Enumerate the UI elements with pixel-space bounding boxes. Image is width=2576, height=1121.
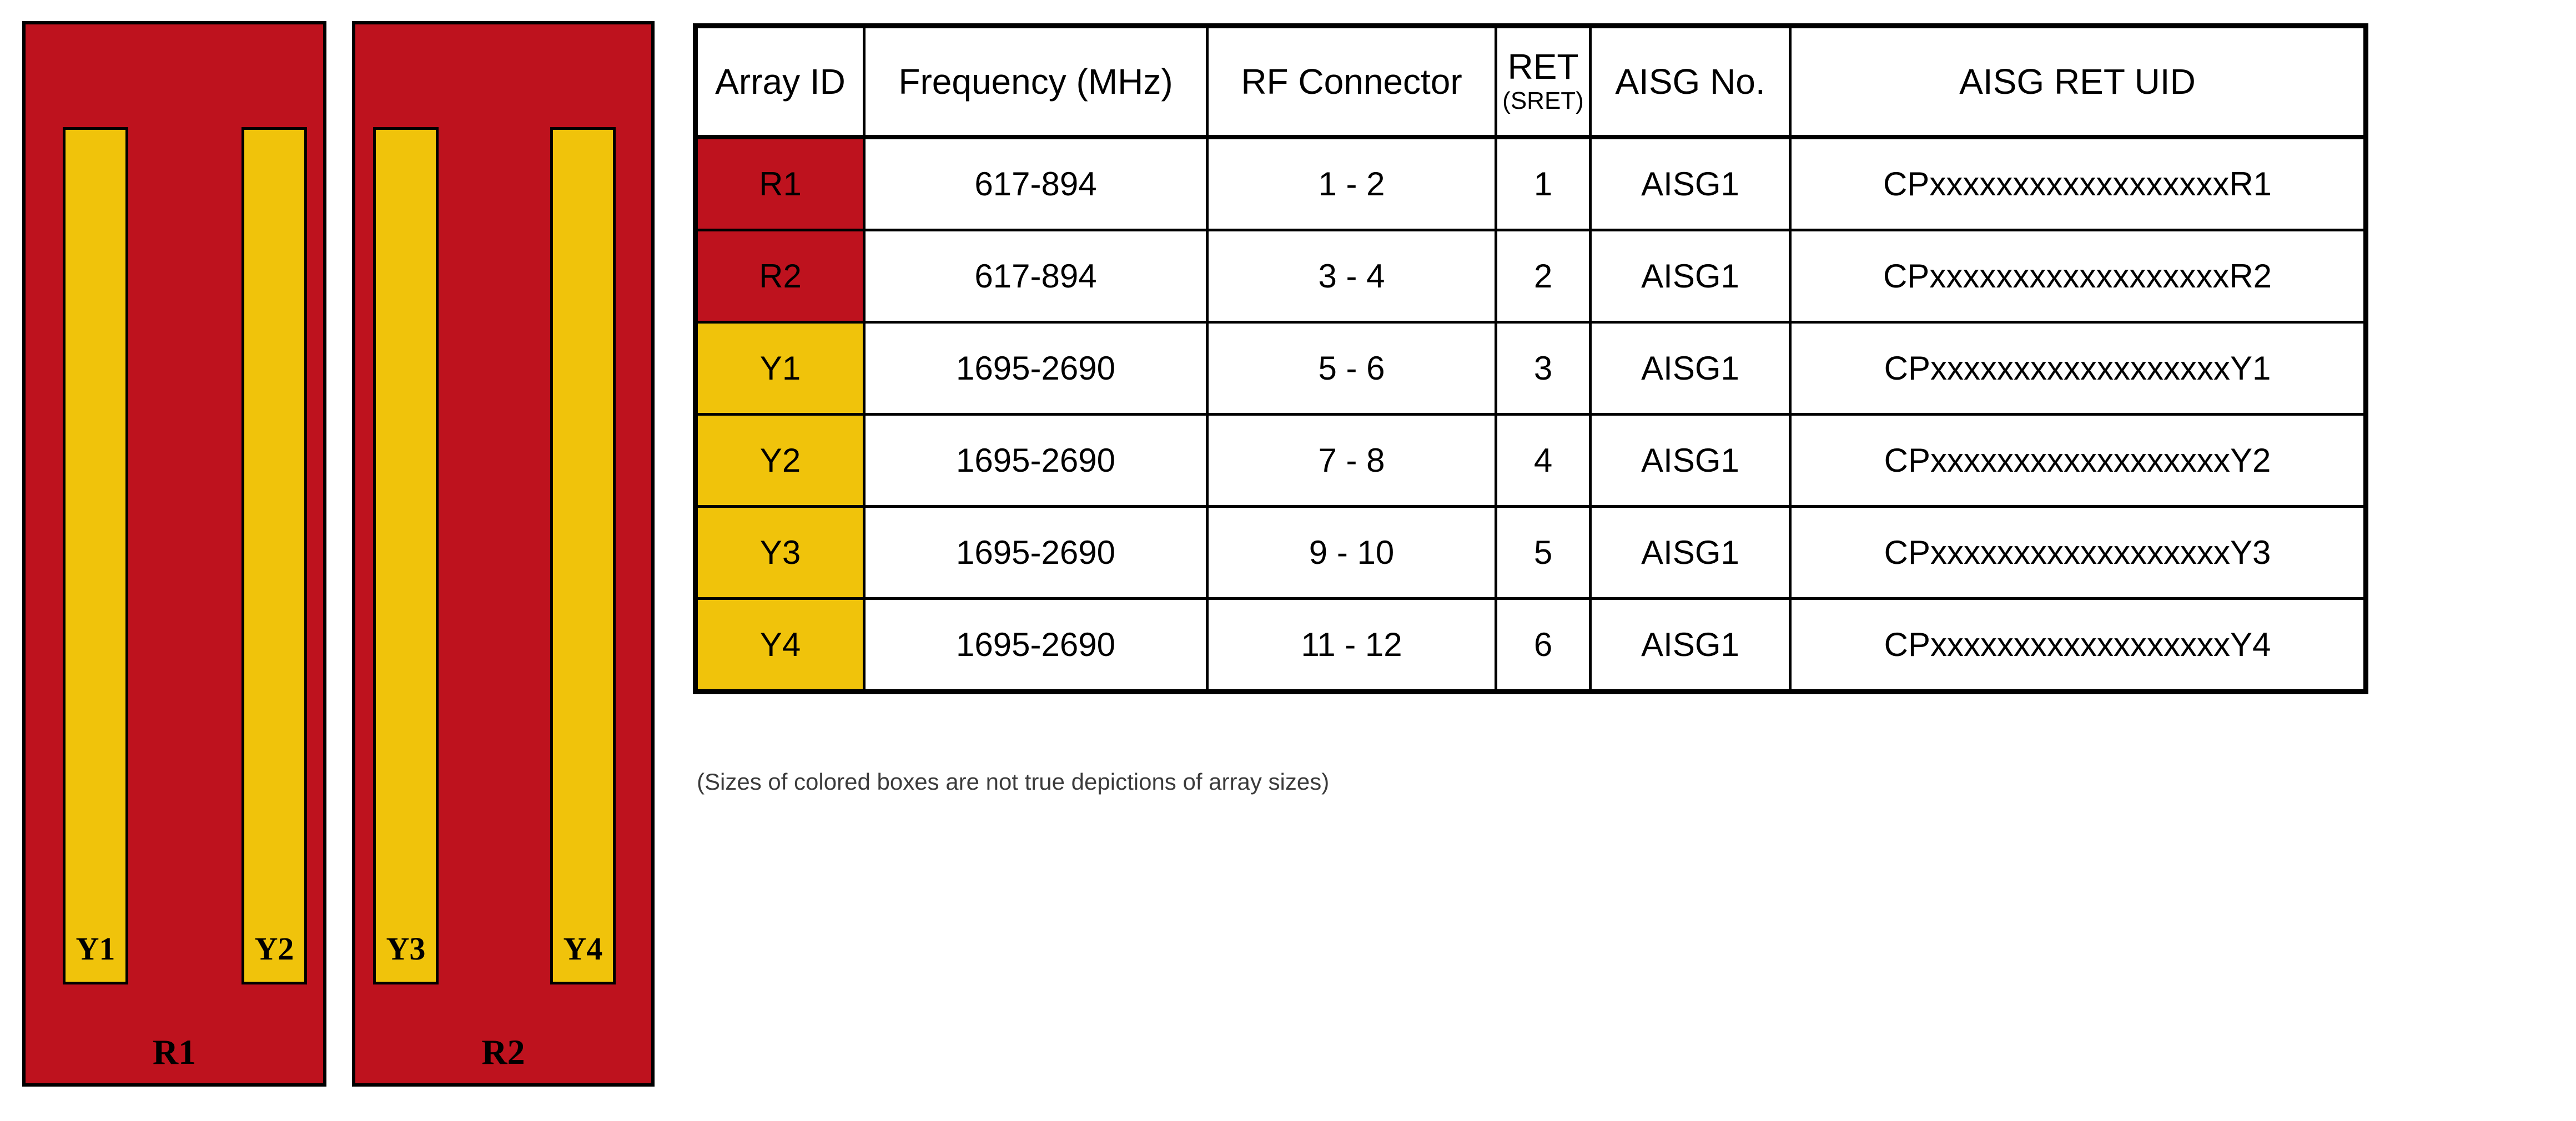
aisg-ret-uid-cell: CPxxxxxxxxxxxxxxxxxxY2 — [1789, 413, 2367, 508]
array-id-cell: Y2 — [694, 413, 866, 508]
array-panel-r2: Y3 Y4 R2 — [352, 21, 655, 1087]
aisg-no-cell: AISG1 — [1589, 321, 1792, 416]
aisg-no-cell: AISG1 — [1589, 597, 1792, 693]
table-row: Y4 1695-2690 11 - 12 6 AISG1 CPxxxxxxxxx… — [694, 597, 2367, 693]
table-row: Y2 1695-2690 7 - 8 4 AISG1 CPxxxxxxxxxxx… — [694, 413, 2367, 508]
col-header-frequency: Frequency (MHz) — [863, 24, 1209, 139]
col-header-ret: RET (SRET) — [1495, 24, 1592, 139]
col-header-ret-sub: (SRET) — [1502, 87, 1584, 114]
array-id-cell: R1 — [694, 135, 866, 231]
array-bar-y3: Y3 — [373, 127, 439, 984]
rf-connector-cell: 3 - 4 — [1206, 229, 1497, 324]
array-id-cell: Y3 — [694, 505, 866, 600]
ret-cell: 5 — [1495, 505, 1592, 600]
size-disclaimer-note: (Sizes of colored boxes are not true dep… — [697, 769, 1330, 795]
frequency-cell: 1695-2690 — [863, 413, 1209, 508]
aisg-ret-uid-cell: CPxxxxxxxxxxxxxxxxxxY3 — [1789, 505, 2367, 600]
array-id-cell: Y4 — [694, 597, 866, 693]
rf-connector-cell: 9 - 10 — [1206, 505, 1497, 600]
frequency-cell: 1695-2690 — [863, 321, 1209, 416]
table-header-row: Array ID Frequency (MHz) RF Connector RE… — [694, 24, 2367, 139]
table-row: Y3 1695-2690 9 - 10 5 AISG1 CPxxxxxxxxxx… — [694, 505, 2367, 600]
table-row: Y1 1695-2690 5 - 6 3 AISG1 CPxxxxxxxxxxx… — [694, 321, 2367, 416]
frequency-cell: 1695-2690 — [863, 597, 1209, 693]
col-header-array-id: Array ID — [694, 24, 866, 139]
table-row: R2 617-894 3 - 4 2 AISG1 CPxxxxxxxxxxxxx… — [694, 229, 2367, 324]
array-panel-r1: Y1 Y2 R1 — [22, 21, 326, 1087]
col-header-aisg-no: AISG No. — [1589, 24, 1792, 139]
aisg-ret-uid-cell: CPxxxxxxxxxxxxxxxxxxY1 — [1789, 321, 2367, 416]
array-id-cell: Y1 — [694, 321, 866, 416]
aisg-ret-uid-cell: CPxxxxxxxxxxxxxxxxxxY4 — [1789, 597, 2367, 693]
rf-connector-cell: 1 - 2 — [1206, 135, 1497, 231]
frequency-cell: 617-894 — [863, 135, 1209, 231]
col-header-ret-main: RET — [1507, 47, 1579, 87]
ret-cell: 3 — [1495, 321, 1592, 416]
aisg-ret-uid-cell: CPxxxxxxxxxxxxxxxxxxR2 — [1789, 229, 2367, 324]
ret-cell: 4 — [1495, 413, 1592, 508]
col-header-rf-connector: RF Connector — [1206, 24, 1497, 139]
aisg-ret-uid-cell: CPxxxxxxxxxxxxxxxxxxR1 — [1789, 135, 2367, 231]
rf-connector-cell: 7 - 8 — [1206, 413, 1497, 508]
array-bar-label: Y1 — [76, 931, 115, 967]
table-row: R1 617-894 1 - 2 1 AISG1 CPxxxxxxxxxxxxx… — [694, 135, 2367, 231]
array-panel-label: R2 — [481, 1032, 525, 1072]
frequency-cell: 617-894 — [863, 229, 1209, 324]
ret-cell: 6 — [1495, 597, 1592, 693]
ret-cell: 1 — [1495, 135, 1592, 231]
aisg-no-cell: AISG1 — [1589, 413, 1792, 508]
rf-connector-cell: 5 - 6 — [1206, 321, 1497, 416]
array-bar-label: Y2 — [254, 931, 294, 967]
col-header-aisg-ret-uid: AISG RET UID — [1789, 24, 2367, 139]
aisg-no-cell: AISG1 — [1589, 229, 1792, 324]
rf-connector-cell: 11 - 12 — [1206, 597, 1497, 693]
array-bar-y2: Y2 — [242, 127, 307, 984]
ret-cell: 2 — [1495, 229, 1592, 324]
aisg-no-cell: AISG1 — [1589, 505, 1792, 600]
frequency-cell: 1695-2690 — [863, 505, 1209, 600]
aisg-no-cell: AISG1 — [1589, 135, 1792, 231]
array-bar-y1: Y1 — [63, 127, 128, 984]
array-id-cell: R2 — [694, 229, 866, 324]
array-bar-label: Y4 — [563, 931, 603, 967]
array-panel-label: R1 — [152, 1032, 197, 1072]
array-bar-y4: Y4 — [550, 127, 616, 984]
ret-configuration-table: Array ID Frequency (MHz) RF Connector RE… — [693, 23, 2368, 694]
array-bar-label: Y3 — [386, 931, 426, 967]
